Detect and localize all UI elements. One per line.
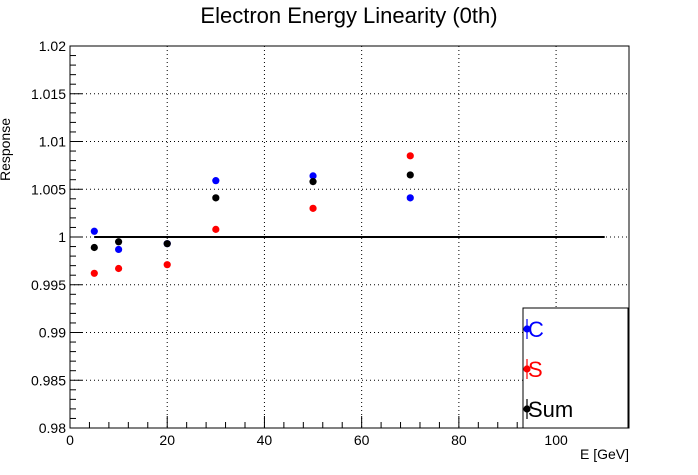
y-tick-label: 1.005 <box>31 181 66 197</box>
y-tick-label: 0.99 <box>39 325 66 341</box>
data-point-s <box>163 261 171 269</box>
x-tick-label: 60 <box>354 432 370 448</box>
legend: CS Sum <box>522 307 629 429</box>
y-tick-label: 1 <box>58 229 66 245</box>
data-point-s <box>115 264 123 273</box>
data-point-s <box>90 269 98 277</box>
data-point-sum <box>115 238 123 246</box>
legend-marker <box>523 325 531 333</box>
data-point-c <box>90 227 98 235</box>
x-tick-label: 0 <box>66 432 74 448</box>
y-tick-label: 0.995 <box>31 277 66 293</box>
x-tick-label: 40 <box>257 432 273 448</box>
y-tick-label: 0.98 <box>39 420 66 436</box>
y-axis-title: Response <box>0 118 13 181</box>
data-point-sum <box>309 178 317 186</box>
axes: 0 20 40 60 80 100 0.98 0.985 0.99 0.995 1 1.005 1.01… <box>31 38 630 448</box>
legend-marker <box>523 365 531 373</box>
legend-label-sum: Sum <box>528 397 573 422</box>
y-tick-label: 0.985 <box>31 372 66 388</box>
legend-label-s: S <box>528 357 543 382</box>
y-tick-label: 1.015 <box>31 86 66 102</box>
legend-label-c: C <box>528 317 544 342</box>
data-point-c <box>115 245 123 254</box>
y-tick-label: 1.02 <box>39 38 66 54</box>
chart-title: Electron Energy Linearity (0th) <box>200 3 497 28</box>
data-point-c <box>212 177 220 185</box>
legend-box <box>522 307 629 429</box>
data-point-sum <box>406 171 414 179</box>
x-tick-label: 100 <box>544 432 568 448</box>
data-points <box>90 152 414 277</box>
y-tick-label: 1.01 <box>39 134 66 150</box>
x-axis-title: E [GeV] <box>580 446 629 462</box>
data-point-sum <box>212 194 220 202</box>
data-point-s <box>212 225 220 233</box>
data-point-sum <box>163 240 171 248</box>
data-point-c <box>406 194 414 202</box>
x-tick-label: 20 <box>159 432 175 448</box>
data-point-s <box>406 152 414 160</box>
data-point-sum <box>90 243 98 252</box>
data-point-s <box>309 204 317 212</box>
legend-marker <box>523 405 531 413</box>
data-point-c <box>309 172 317 180</box>
x-tick-label: 80 <box>451 432 467 448</box>
